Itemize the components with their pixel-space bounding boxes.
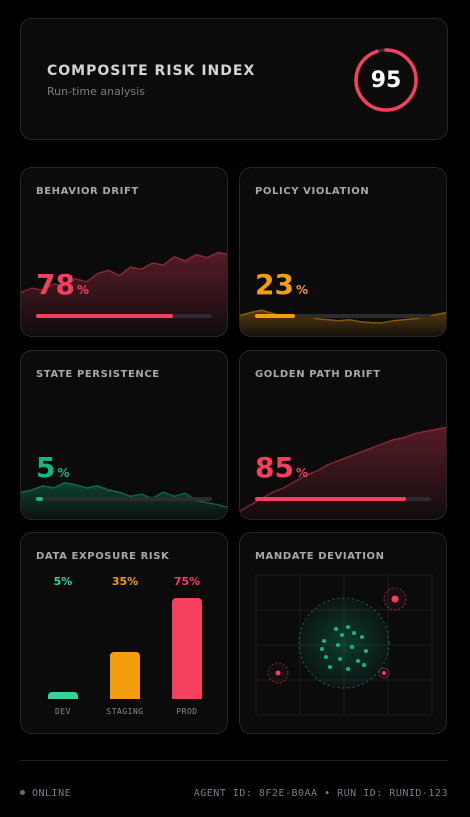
bar-dev bbox=[48, 692, 78, 699]
status-label: ONLINE bbox=[32, 788, 72, 799]
policy-violation-title: POLICY VIOLATION bbox=[255, 186, 370, 197]
bar-pct-prod: 75% bbox=[173, 575, 201, 588]
bar-label-staging: STAGING bbox=[106, 707, 144, 716]
mandate-safe-zone bbox=[298, 597, 390, 689]
data-exposure-title: DATA EXPOSURE RISK bbox=[36, 551, 170, 562]
agent-run-info: AGENT ID: 8F2E-B0AA • RUN ID: RUNID-123 bbox=[193, 788, 448, 799]
composite-risk-title: COMPOSITE RISK INDEX bbox=[47, 63, 256, 79]
policy-violation-progress bbox=[255, 314, 431, 318]
bar-pct-dev: 5% bbox=[53, 575, 73, 588]
composite-risk-subtitle: Run-time analysis bbox=[47, 85, 145, 98]
mandate-outlier-points bbox=[267, 587, 407, 684]
behavior-drift-card: BEHAVIOR DRIFT 78% bbox=[20, 167, 228, 337]
golden-path-drift-title: GOLDEN PATH DRIFT bbox=[255, 369, 381, 380]
golden-path-drift-value: 85% bbox=[255, 451, 308, 484]
state-persistence-value: 5% bbox=[36, 451, 70, 484]
mandate-deviation-title: MANDATE DEVIATION bbox=[255, 551, 385, 562]
policy-violation-card: POLICY VIOLATION 23% bbox=[239, 167, 447, 337]
mandate-deviation-card: MANDATE DEVIATION bbox=[239, 532, 447, 734]
policy-violation-value: 23% bbox=[255, 268, 308, 301]
bar-label-dev: DEV bbox=[55, 707, 71, 716]
footer-divider bbox=[20, 760, 448, 761]
data-exposure-card: DATA EXPOSURE RISK 5% 35% 75% DEV STAGIN… bbox=[20, 532, 228, 734]
sparkline-area bbox=[240, 310, 446, 336]
state-persistence-title: STATE PERSISTENCE bbox=[36, 369, 160, 380]
sparkline-line bbox=[240, 309, 446, 324]
bar-prod bbox=[172, 598, 202, 699]
state-persistence-card: STATE PERSISTENCE 5% bbox=[20, 350, 228, 520]
composite-risk-card: COMPOSITE RISK INDEX Run-time analysis 9… bbox=[20, 18, 448, 140]
mandate-cluster-points bbox=[320, 625, 368, 671]
behavior-drift-title: BEHAVIOR DRIFT bbox=[36, 186, 139, 197]
golden-path-drift-card: GOLDEN PATH DRIFT 85% bbox=[239, 350, 447, 520]
bar-pct-staging: 35% bbox=[111, 575, 139, 588]
behavior-drift-value: 78% bbox=[36, 268, 89, 301]
status-indicator: ONLINE bbox=[20, 788, 71, 799]
sparkline-line bbox=[21, 251, 227, 293]
sparkline-area bbox=[240, 427, 446, 519]
mandate-deviation-radar bbox=[255, 574, 433, 716]
composite-risk-score: 95 bbox=[370, 67, 402, 93]
behavior-drift-progress bbox=[36, 314, 212, 318]
policy-violation-sparkline bbox=[240, 309, 446, 336]
golden-path-drift-sparkline bbox=[240, 426, 446, 519]
bar-staging bbox=[110, 651, 140, 699]
golden-path-drift-progress bbox=[255, 497, 431, 501]
state-persistence-progress bbox=[36, 497, 212, 501]
status-dot-icon bbox=[20, 789, 25, 795]
score-ring bbox=[354, 48, 418, 112]
bar-label-prod: PROD bbox=[176, 707, 198, 716]
sparkline-line bbox=[240, 426, 446, 512]
